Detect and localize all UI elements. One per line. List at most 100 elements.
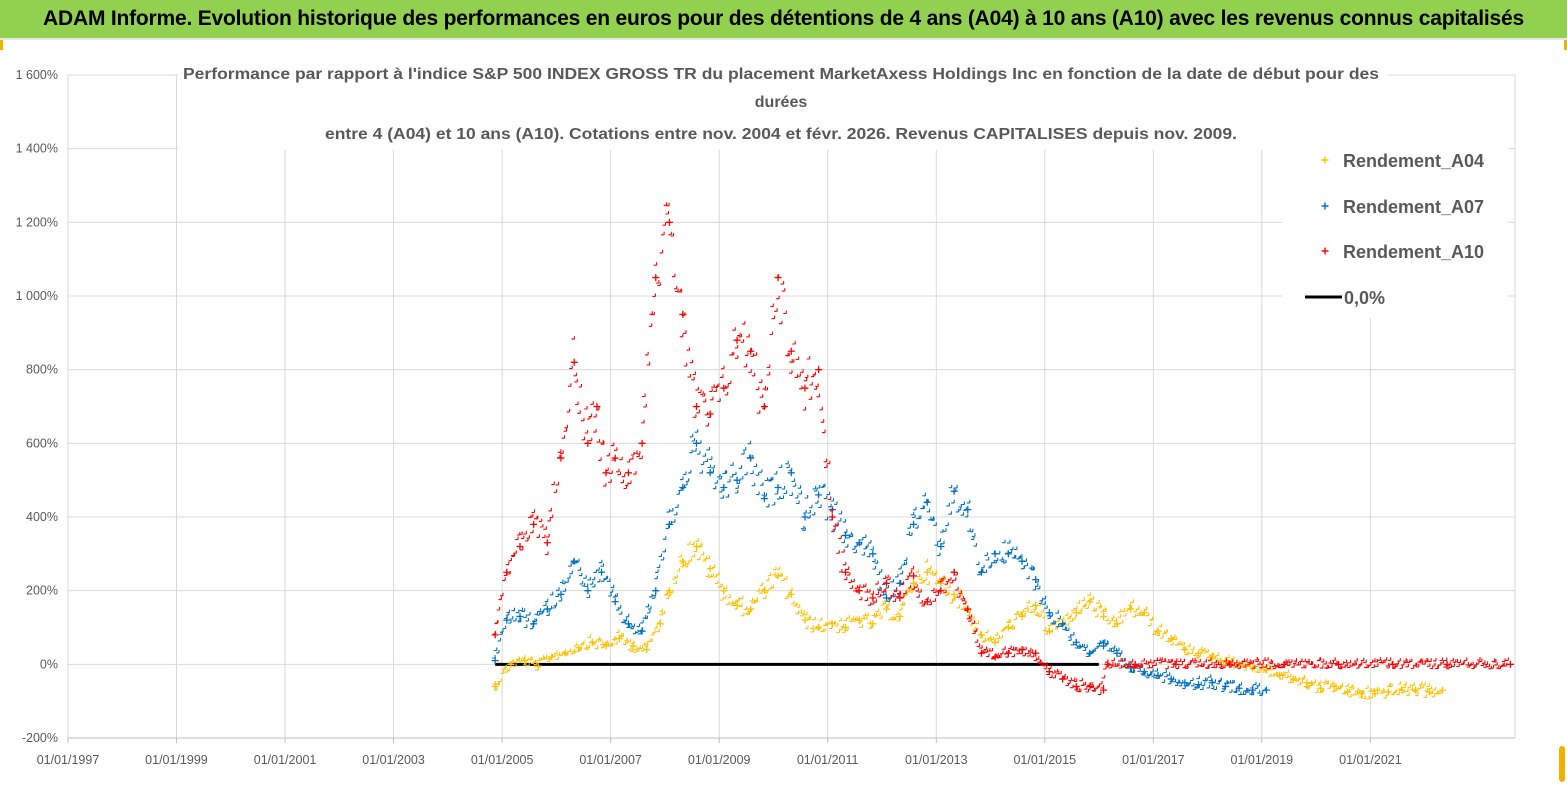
data-point-a04	[1357, 690, 1365, 698]
y-tick-label: 400%	[26, 510, 58, 524]
legend-label-a04: Rendement_A04	[1343, 151, 1484, 171]
corner-marker	[1554, 40, 1567, 50]
data-point-a10	[624, 469, 632, 477]
series-a10	[491, 202, 1514, 696]
x-tick-label: 01/01/2007	[579, 753, 642, 767]
data-point-a10	[842, 568, 850, 576]
data-point-a04	[950, 590, 958, 598]
data-point-a07	[611, 598, 619, 606]
data-point-a07	[733, 476, 741, 484]
chart-title-line: Performance par rapport à l'indice S&P 5…	[183, 66, 1379, 83]
legend-item-a10: Rendement_A10	[1321, 242, 1484, 262]
data-point-a04	[1317, 684, 1325, 692]
x-tick-label: 01/01/1999	[145, 753, 208, 767]
data-point-a10	[1443, 660, 1451, 668]
data-point-a04	[1100, 612, 1108, 620]
legend-item-zero: 0,0%	[1305, 288, 1385, 308]
data-point-a04	[883, 605, 891, 613]
legend-item-a07: Rendement_A07	[1321, 197, 1484, 217]
chart-legend: Rendement_A04 Rendement_A07 Rendement_A10 0…	[1282, 140, 1508, 318]
legend-box	[1282, 140, 1508, 318]
y-tick-label: 1 600%	[16, 68, 58, 82]
marker-cloud-a04	[492, 538, 1442, 700]
data-point-a07	[1100, 642, 1108, 650]
data-point-a10	[584, 439, 592, 447]
data-point-a10	[530, 520, 538, 528]
x-tick-label: 01/01/2003	[362, 753, 425, 767]
data-point-a04	[1086, 598, 1094, 606]
legend-marker-a07	[1321, 202, 1329, 210]
data-point-a04	[665, 587, 673, 595]
data-point-a07	[869, 550, 877, 558]
data-point-a10	[801, 384, 809, 392]
data-point-a10	[828, 513, 836, 521]
legend-marker-a10	[1321, 247, 1329, 255]
chart-title: Performance par rapport à l'indice S&P 5…	[178, 60, 1388, 150]
x-tick-label: 01/01/2011	[797, 753, 859, 767]
data-point-a10	[638, 439, 646, 447]
resize-handle[interactable]	[1559, 746, 1565, 782]
x-tick-label: 01/01/2005	[471, 753, 534, 767]
banner-title: ADAM Informe. Evolution historique des p…	[43, 7, 1524, 30]
data-point-a07	[679, 484, 687, 492]
data-point-a10	[787, 347, 795, 355]
data-point-a10	[883, 579, 891, 587]
series-a04	[491, 538, 1446, 700]
legend-marker-a04	[1321, 156, 1329, 164]
title-backing	[178, 60, 1388, 150]
y-tick-label: 0%	[40, 657, 58, 671]
data-point-a10	[733, 336, 741, 344]
data-point-a07	[516, 612, 524, 620]
chart-series	[491, 202, 1514, 700]
data-point-a04	[1425, 688, 1433, 696]
x-tick-label: 01/01/2021	[1339, 753, 1402, 767]
marker-cloud-a07	[492, 429, 1266, 697]
data-point-a07	[584, 587, 592, 595]
data-point-a10	[869, 594, 877, 602]
y-tick-label: 800%	[26, 363, 58, 377]
data-point-a07	[964, 506, 972, 514]
y-tick-label: -200%	[22, 731, 58, 745]
x-tick-label: 01/01/2019	[1231, 753, 1294, 767]
corner-marker	[0, 40, 13, 50]
report-banner: ADAM Informe. Evolution historique des p…	[0, 0, 1567, 40]
data-point-a10	[665, 218, 673, 226]
data-point-a07	[720, 484, 728, 492]
data-point-a04	[1438, 686, 1446, 694]
data-point-a04	[1384, 688, 1392, 696]
data-point-a10	[593, 403, 601, 410]
y-tick-label: 200%	[26, 584, 58, 598]
y-tick-label: 1 000%	[16, 289, 58, 303]
x-tick-label: 01/01/2009	[688, 753, 751, 767]
legend-label-a07: Rendement_A07	[1343, 197, 1484, 217]
data-point-a07	[491, 657, 499, 665]
data-point-a07	[815, 491, 823, 499]
data-point-a10	[516, 542, 524, 550]
y-tick-label: 1 400%	[16, 142, 58, 156]
x-tick-label: 01/01/2001	[254, 753, 317, 767]
data-point-a04	[1208, 653, 1216, 661]
legend-item-a04: Rendement_A04	[1321, 151, 1484, 171]
data-point-a10	[760, 403, 768, 410]
marker-cloud-a10	[492, 202, 1509, 696]
data-point-a10	[570, 358, 578, 366]
data-point-a10	[1506, 660, 1514, 668]
x-tick-label: 01/01/2017	[1122, 753, 1185, 767]
data-point-a10	[910, 572, 918, 580]
data-point-a10	[543, 539, 551, 547]
data-point-a07	[624, 620, 632, 628]
data-point-a07	[598, 568, 606, 576]
y-tick-label: 600%	[26, 436, 58, 450]
data-point-a10	[652, 274, 660, 282]
x-tick-label: 01/01/2015	[1013, 753, 1076, 767]
data-point-a07	[774, 484, 782, 492]
data-point-a07	[706, 469, 714, 477]
legend-label-a10: Rendement_A10	[1343, 242, 1484, 262]
data-point-a07	[801, 513, 809, 521]
data-point-a10	[692, 403, 700, 410]
series-a07	[491, 429, 1270, 697]
data-point-a10	[611, 454, 619, 462]
x-tick-label: 01/01/1997	[37, 753, 100, 767]
data-point-a04	[706, 565, 714, 573]
